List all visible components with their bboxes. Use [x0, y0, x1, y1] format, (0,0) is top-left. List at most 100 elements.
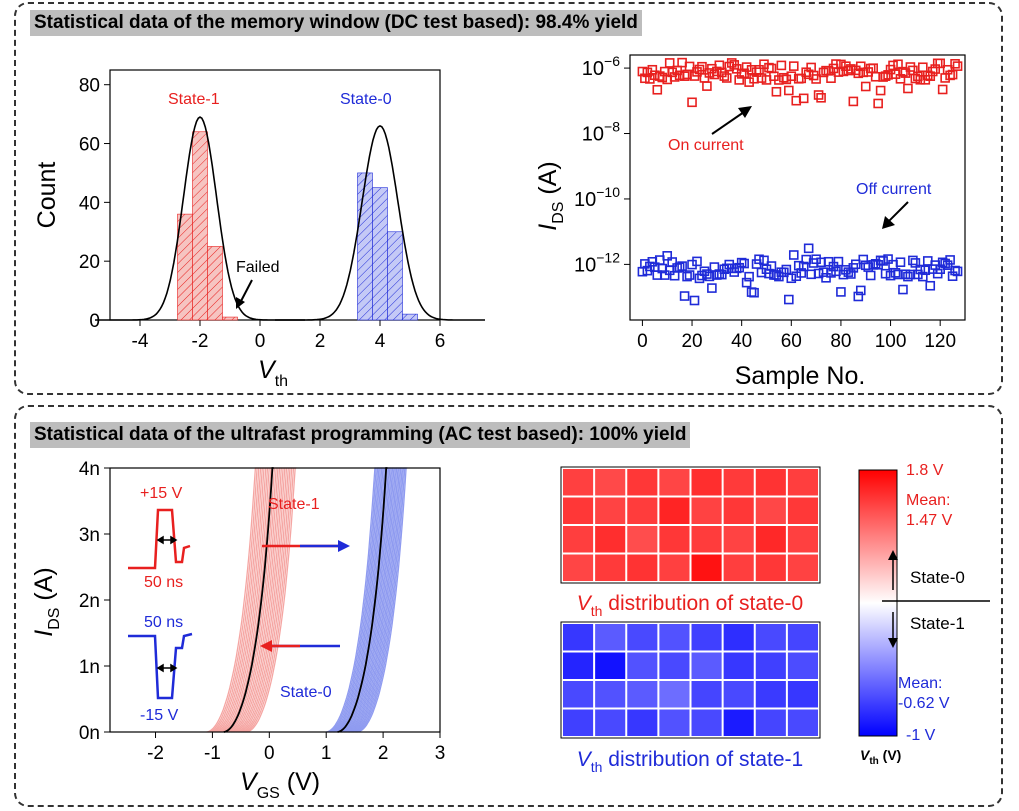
scatter-point: [702, 269, 712, 279]
scatter-xtick-label: 40: [731, 331, 752, 352]
scatter-point: [712, 270, 722, 280]
heatmap-cell: [563, 709, 594, 736]
scatter-point: [813, 90, 824, 100]
histogram-ytick-label: 0: [89, 311, 100, 332]
heatmap-cell: [691, 554, 722, 581]
heatmap-cell: [595, 709, 626, 736]
heatmap-cell: [723, 554, 754, 581]
heatmap-cell: [723, 709, 754, 736]
scatter-point: [796, 268, 807, 278]
scatter-point: [664, 58, 675, 68]
transfer-curve: [230, 467, 281, 733]
colorbar-state0-label: State-0: [910, 568, 965, 587]
colorbar-mean0-line1: Mean:: [906, 492, 950, 509]
heatmap-cell: [627, 652, 658, 679]
transfer-curve: [244, 467, 295, 733]
shift-left-arrow-head: [260, 640, 272, 652]
scatter-point: [726, 58, 737, 68]
histogram-xtick-label: -4: [132, 331, 149, 352]
transfer-curve: [353, 467, 404, 733]
scatter-off-current-label: Off current: [856, 181, 932, 198]
heatmap-cell: [787, 652, 818, 679]
heatmap-cell: [691, 709, 722, 736]
scatter-point: [903, 271, 913, 282]
heatmap-cell: [787, 709, 818, 736]
scatter-point: [788, 61, 799, 71]
heatmap-cell: [723, 624, 754, 651]
scatter-point: [647, 64, 658, 75]
heatmap-cell: [787, 554, 818, 581]
heatmap-cell: [787, 497, 818, 524]
transfer-curve: [345, 467, 396, 733]
scatter-point: [739, 258, 749, 269]
transfer-curve: [227, 467, 278, 733]
pulse-positive-amplitude: +15 V: [140, 485, 183, 502]
histogram-xtick-label: 6: [435, 331, 446, 352]
scatter-ylabel: IDS (A): [534, 161, 567, 230]
scatter-point: [684, 270, 695, 280]
transfer-xtick-label: 3: [435, 743, 446, 764]
transfer-ytick-label: 1n: [79, 657, 100, 678]
scatter-point: [679, 71, 690, 81]
transfer-xtick-label: -1: [204, 743, 221, 764]
scatter-point: [950, 58, 960, 69]
heatmap-cell: [755, 526, 786, 553]
scatter-point: [754, 254, 764, 265]
scatter-xtick-label: 20: [681, 331, 702, 352]
transfer-xlabel: VGS (V): [240, 768, 320, 802]
scatter-xtick-label: 120: [924, 331, 956, 352]
scatter-point: [826, 268, 836, 278]
scatter-point: [853, 291, 864, 302]
transfer-curve: [236, 467, 287, 733]
transfer-ytick-label: 0n: [79, 723, 100, 744]
scatter-point: [836, 287, 846, 297]
scatter-point: [811, 254, 821, 265]
scatter-point: [764, 62, 774, 73]
heatmap-cell: [723, 497, 754, 524]
histogram-bar: [222, 316, 238, 321]
transfer-curve: [335, 467, 386, 733]
transfer-curve: [342, 467, 393, 733]
transfer-curve: [232, 467, 283, 733]
scatter-point: [952, 266, 963, 277]
scatter-point: [855, 61, 866, 72]
scatter-ytick-label: 10−8: [582, 119, 620, 146]
colorbar-min-label: -1 V: [906, 727, 936, 744]
heatmap-cell: [595, 652, 626, 679]
heatmap-cell: [563, 624, 594, 651]
scatter-point: [689, 295, 700, 306]
scatter-point: [930, 64, 941, 74]
scatter-point: [918, 271, 928, 282]
heatmap-cell: [563, 497, 594, 524]
scatter-point: [821, 273, 831, 283]
scatter-point: [945, 255, 955, 265]
scatter-point: [672, 65, 682, 76]
scatter-point: [880, 71, 891, 81]
scatter-point: [786, 273, 797, 284]
histogram-ytick-label: 20: [79, 252, 100, 273]
transfer-curve: [349, 467, 400, 733]
scatter-point: [692, 67, 702, 77]
histogram-xlabel: Vth: [258, 356, 288, 390]
scatter-point: [890, 268, 901, 278]
heatmap-cell: [691, 497, 722, 524]
scatter-frame: [629, 54, 966, 321]
scatter-point: [652, 84, 663, 95]
transfer-curve: [213, 467, 264, 733]
scatter-point: [759, 255, 769, 266]
heatmap-state0-caption: Vth distribution of state-0: [577, 592, 803, 619]
scatter-point: [741, 62, 752, 72]
transfer-curve: [347, 467, 398, 733]
transfer-ytick-label: 4n: [79, 459, 100, 480]
colorbar-down-arrow: [888, 612, 898, 648]
pulse-negative-amplitude: -15 V: [140, 707, 179, 724]
transfer-curve: [222, 467, 273, 733]
heatmap-cell: [787, 624, 818, 651]
scatter-point: [741, 277, 752, 288]
histogram-ytick-label: 60: [79, 135, 100, 156]
off-current-arrow-head: [882, 216, 895, 229]
pulse-negative-icon: [128, 632, 193, 700]
scatter-point: [682, 271, 692, 282]
heatmap-cell: [627, 681, 658, 708]
scatter-point: [918, 62, 928, 73]
